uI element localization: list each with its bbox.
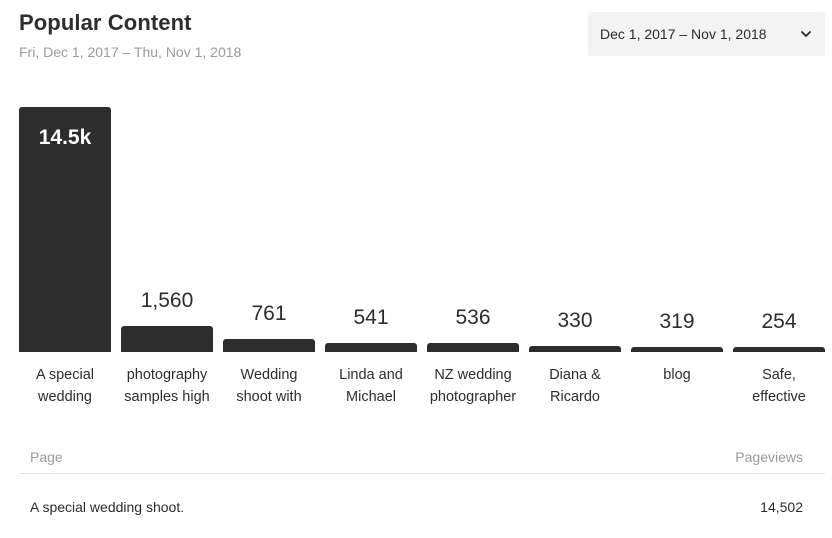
bar-category-label: Diana & Ricardo — [525, 364, 625, 408]
bar-category-label-line: photography — [126, 367, 208, 383]
bar-5[interactable] — [427, 342, 519, 352]
bar-category-label-line: blog — [663, 367, 691, 383]
bar-value-label: 330 — [557, 309, 593, 333]
bar-4[interactable] — [325, 342, 417, 352]
page-subtitle: Fri, Dec 1, 2017 – Thu, Nov 1, 2018 — [19, 44, 242, 60]
bar-category-label: blog — [627, 364, 727, 386]
date-range-select[interactable]: Dec 1, 2017 – Nov 1, 2018 — [588, 12, 825, 56]
column-header-page: Page — [30, 449, 63, 465]
row-page-title: A special wedding shoot. — [30, 499, 185, 515]
bar-category-label-line: Linda and — [339, 367, 403, 383]
bar-category-label: NZ wedding photographer — [423, 364, 523, 408]
bar-category-label-line: NZ wedding — [434, 367, 512, 383]
bar-7[interactable] — [631, 346, 723, 352]
bar-category-label-line: samples high — [124, 389, 210, 405]
bar-value-label: 319 — [659, 309, 695, 333]
bar-category-label-line: effective — [752, 389, 806, 405]
popular-content-chart: 14.5k A special wedding 1,560 photography sam… — [15, 107, 829, 408]
bar-value-label: 536 — [455, 305, 491, 329]
bar-category-label-line: Safe, — [762, 367, 796, 383]
bar-category-label-line: wedding — [37, 389, 92, 405]
chevron-down-icon — [799, 27, 813, 41]
bar-value-label: 761 — [251, 302, 287, 326]
bar-3[interactable] — [223, 339, 315, 352]
bar-6[interactable] — [529, 346, 621, 352]
bar-category-label-line: photographer — [429, 389, 517, 405]
column-header-pageviews: Pageviews — [735, 449, 803, 465]
date-range-label: Dec 1, 2017 – Nov 1, 2018 — [600, 26, 767, 42]
bar-category-label: photography samples high — [117, 364, 217, 408]
bar-category-label-line: Wedding — [240, 367, 298, 383]
bar-1[interactable] — [19, 107, 111, 352]
bar-category-label-line: A special — [35, 367, 95, 383]
bar-category-label-line: Michael — [346, 389, 396, 405]
bar-category-label: A special wedding — [15, 364, 115, 408]
bar-2[interactable] — [121, 325, 213, 352]
bar-value-label: 1,560 — [140, 288, 194, 312]
bar-category-label: Wedding shoot with — [219, 364, 319, 408]
bar-value-label: 541 — [353, 305, 389, 329]
bar-value-label: 254 — [761, 310, 797, 333]
bar-8[interactable] — [733, 347, 825, 352]
table-header: Page Pageviews — [19, 440, 825, 474]
bar-category-label-line: Diana & — [549, 367, 601, 383]
bar-value-label: 14.5k — [38, 126, 92, 149]
bar-category-label: Safe, effective — [729, 364, 829, 408]
bar-category-label-line: shoot with — [236, 389, 302, 405]
page-title: Popular Content — [19, 10, 192, 35]
bar-category-label: Linda and Michael — [321, 364, 421, 408]
table-row[interactable]: A special wedding shoot. 14,502 — [19, 474, 825, 538]
bar-category-label-line: Ricardo — [550, 389, 600, 405]
row-pageviews: 14,502 — [760, 499, 803, 515]
